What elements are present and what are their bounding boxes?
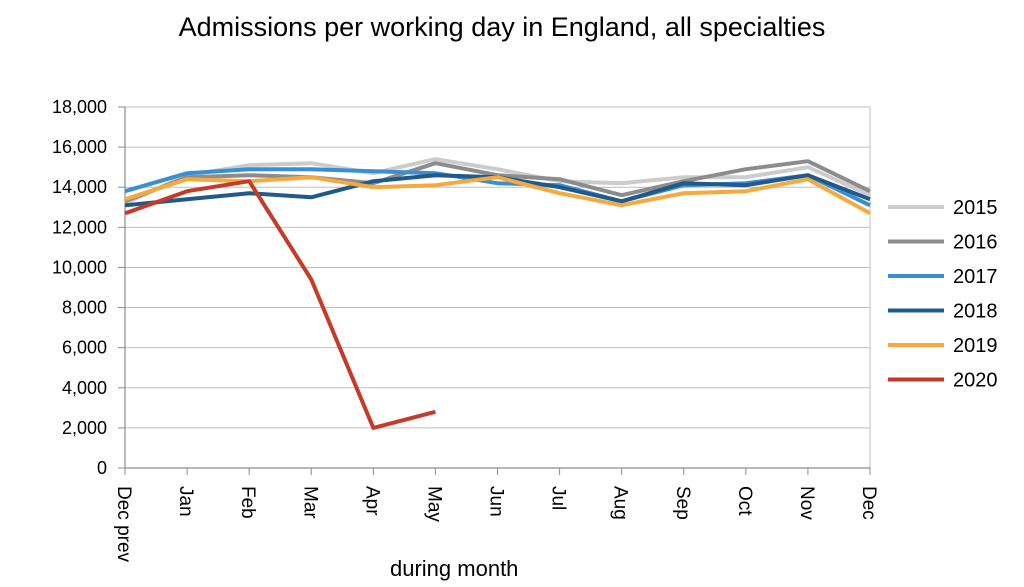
x-tick-label: Nov [796, 486, 817, 520]
x-tick-label: Aug [610, 486, 631, 520]
y-tick-label: 2,000 [62, 418, 107, 438]
legend-label-2018: 2018 [953, 301, 998, 323]
series-line-2015 [124, 157, 871, 206]
x-tick-label: Feb [237, 486, 258, 519]
x-axis-label: during month [390, 556, 519, 581]
series-line-2020 [124, 179, 436, 430]
y-axis-ticks: 0 2,000 4,000 6,000 8,000 10,000 12,000 14,000 1… [52, 97, 125, 478]
x-tick-label: Jan [175, 486, 196, 517]
y-tick-label: 10,000 [52, 257, 107, 277]
x-tick-label: Jun [486, 486, 507, 517]
legend-label-2020: 2020 [953, 370, 998, 392]
x-tick-label: Apr [361, 486, 382, 516]
legend-label-2019: 2019 [953, 335, 998, 357]
chart-title: Admissions per working day in England, a… [178, 12, 826, 42]
x-tick-label: Mar [299, 486, 320, 519]
x-tick-label: May [423, 486, 444, 522]
y-tick-label: 4,000 [62, 378, 107, 398]
y-tick-label: 12,000 [52, 217, 107, 237]
legend-label-2015: 2015 [953, 197, 998, 219]
x-tick-label: Jul [548, 486, 569, 510]
axes [124, 107, 870, 469]
y-tick-label: 0 [97, 458, 107, 478]
x-tick-label: Dec [858, 486, 879, 520]
x-tick-label: Dec prev [113, 486, 134, 563]
legend: 2015 2016 2017 2018 2019 2020 [888, 197, 998, 392]
y-tick-label: 18,000 [52, 97, 107, 117]
legend-label-2016: 2016 [953, 232, 998, 254]
gridlines [125, 106, 871, 468]
x-tick-label: Oct [734, 486, 755, 516]
legend-label-2017: 2017 [953, 266, 998, 288]
y-tick-label: 16,000 [52, 137, 107, 157]
x-axis-ticks: Dec prev Jan Feb Mar Apr May Jun Jul Aug Sep Oct No… [113, 468, 879, 563]
x-tick-label: Sep [672, 486, 693, 520]
series-lines [124, 157, 871, 430]
y-tick-label: 14,000 [52, 177, 107, 197]
y-tick-label: 8,000 [62, 298, 107, 318]
y-tick-label: 6,000 [62, 338, 107, 358]
